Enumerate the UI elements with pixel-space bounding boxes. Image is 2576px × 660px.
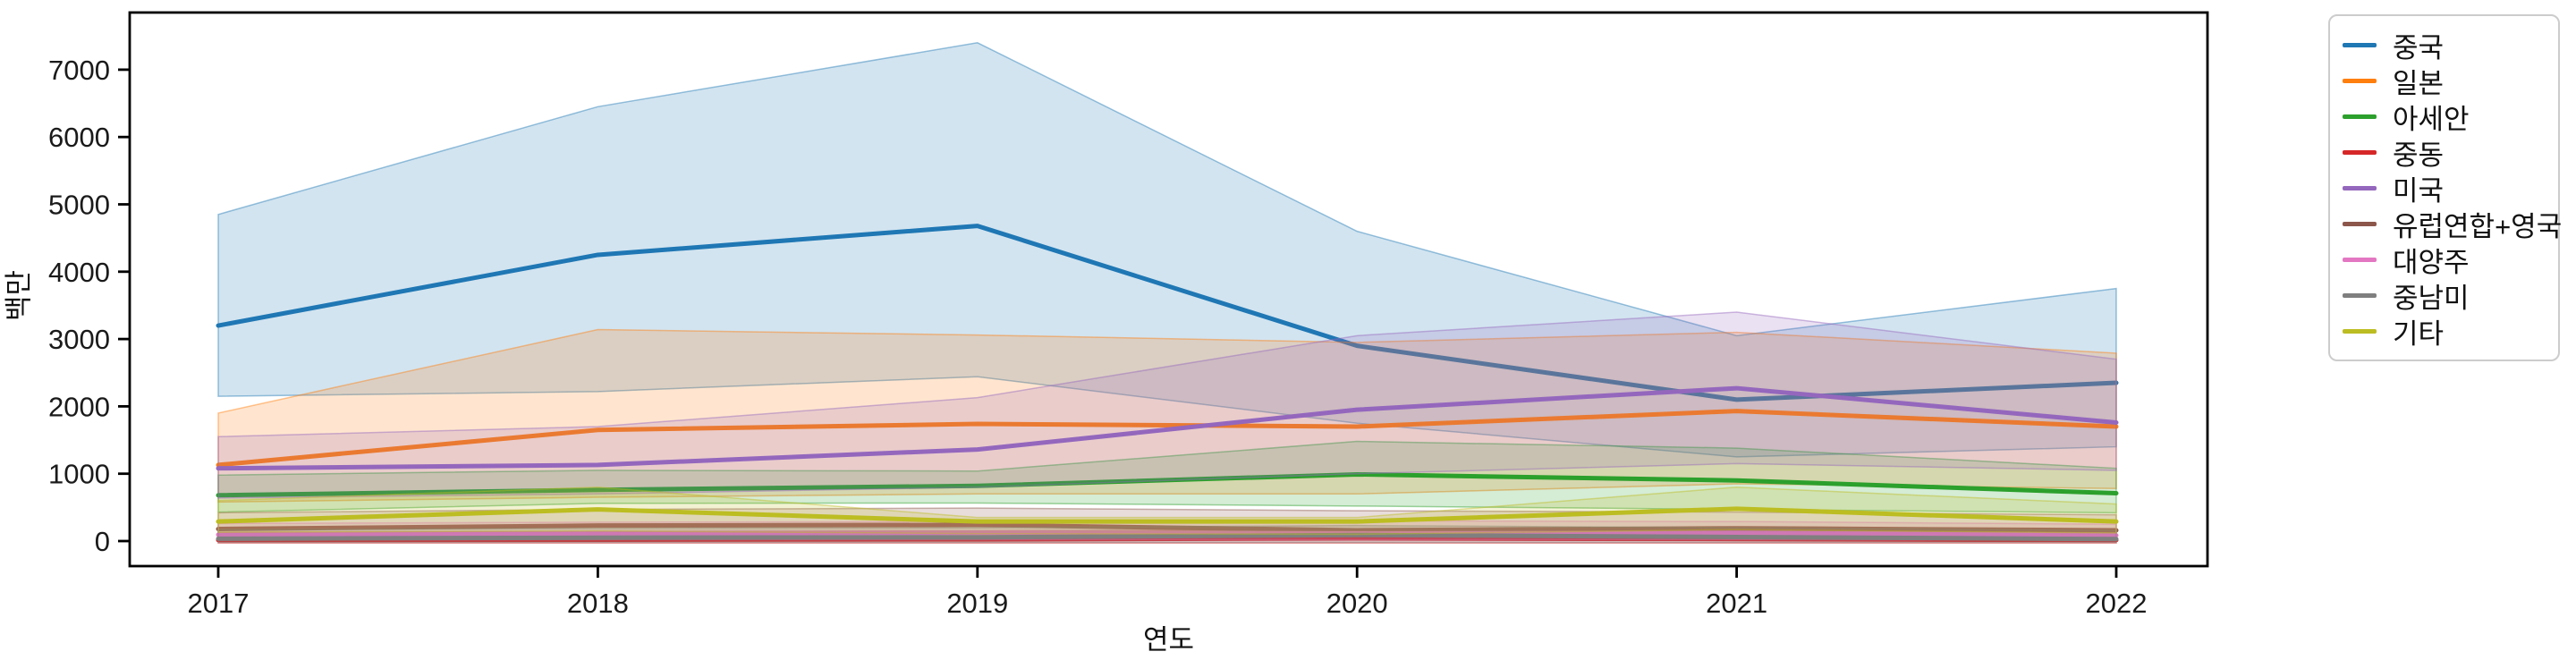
- y-tick-label: 2000: [48, 391, 110, 422]
- y-tick-label: 0: [95, 526, 110, 557]
- legend-item-6: 대양주: [2343, 241, 2546, 278]
- series-band-0: [217, 41, 2117, 458]
- y-tick-label: 4000: [48, 257, 110, 288]
- series-line-0: [216, 224, 2119, 402]
- y-tick-label: 5000: [48, 190, 110, 221]
- legend-label: 미국: [2393, 174, 2445, 207]
- x-tick-label: 2017: [188, 588, 250, 619]
- legend-item-8: 기타: [2343, 313, 2546, 350]
- series-band-4: [217, 311, 2117, 499]
- series-line-5: [216, 522, 2119, 533]
- x-tick-label: 2019: [946, 588, 1008, 619]
- series-line-8: [216, 506, 2119, 524]
- y-tick-label: 7000: [48, 55, 110, 86]
- legend-item-1: 일본: [2343, 63, 2546, 99]
- series-line-1: [216, 409, 2119, 468]
- legend-label: 기타: [2393, 317, 2445, 350]
- legend-item-5: 유럽연합+영국: [2343, 206, 2562, 242]
- legend-label: 중남미: [2393, 282, 2470, 314]
- legend-line-swatch: [2343, 292, 2377, 298]
- y-tick-label: 1000: [48, 459, 110, 490]
- legend-line-swatch: [2343, 42, 2377, 47]
- series-line-2: [216, 471, 2119, 498]
- series-line-4: [216, 385, 2119, 471]
- series-line-7: [216, 532, 2119, 542]
- legend-item-2: 아세안: [2343, 98, 2546, 135]
- y-tick-label: 3000: [48, 324, 110, 355]
- y-axis-label: 백만: [3, 269, 35, 322]
- x-tick-label: 2018: [567, 588, 629, 619]
- series-band-8: [217, 487, 2117, 536]
- legend-line-swatch: [2343, 257, 2377, 262]
- x-tick-label: 2020: [1326, 588, 1388, 619]
- y-tick-label: 6000: [48, 122, 110, 153]
- x-tick-label: 2022: [2086, 588, 2148, 619]
- legend-line-swatch: [2343, 221, 2377, 226]
- legend-item-7: 중남미: [2343, 277, 2546, 314]
- legend-line-swatch: [2343, 149, 2377, 155]
- legend-item-3: 중동: [2343, 134, 2546, 171]
- legend-item-0: 중국: [2343, 27, 2546, 63]
- legend-line-swatch: [2343, 114, 2377, 119]
- series-line-6: [216, 530, 2119, 538]
- plot-border: [128, 11, 2209, 568]
- x-tick-label: 2021: [1706, 588, 1767, 619]
- series-band-2: [217, 440, 2117, 514]
- legend-label: 아세안: [2393, 103, 2470, 135]
- legend-label: 대양주: [2393, 246, 2470, 278]
- legend-line-swatch: [2343, 185, 2377, 190]
- legend-line-swatch: [2343, 328, 2377, 334]
- legend-label: 유럽연합+영국: [2393, 210, 2563, 242]
- plot-area: [216, 41, 2119, 545]
- legend-label: 일본: [2393, 67, 2445, 99]
- legend-label: 중국: [2393, 31, 2445, 63]
- legend-item-4: 미국: [2343, 170, 2546, 207]
- legend-label: 중동: [2393, 139, 2445, 171]
- x-axis-label: 연도: [1142, 624, 1195, 656]
- legend-line-swatch: [2343, 78, 2377, 83]
